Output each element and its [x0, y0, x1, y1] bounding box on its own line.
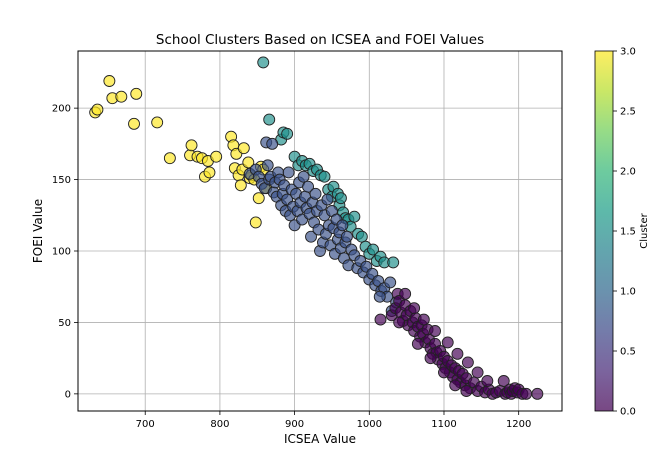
chart-title: School Clusters Based on ICSEA and FOEI …: [156, 32, 484, 48]
colorbar-tick-label: 2.0: [620, 167, 636, 178]
cluster-3-point: [210, 150, 223, 163]
cluster-2-point: [367, 243, 379, 256]
cluster-0-point: [451, 347, 464, 360]
colorbar-tick-label: 2.5: [620, 107, 636, 118]
cluster-0-point: [399, 287, 412, 300]
y-tick-label: 150: [52, 175, 71, 186]
x-tick-label: 800: [210, 419, 229, 430]
colorbar-tick-label: 1.5: [620, 227, 636, 238]
cluster-1-point: [261, 159, 274, 172]
cluster-2-point: [334, 192, 347, 205]
cluster-3-point: [128, 117, 140, 130]
cluster-0-point: [461, 356, 474, 369]
cluster-3-point: [115, 90, 128, 103]
x-tick-label: 900: [285, 419, 304, 430]
cluster-2-point: [281, 127, 294, 140]
cluster-2-point: [355, 230, 368, 243]
cluster-0-point: [393, 316, 406, 329]
cluster-2-point: [318, 170, 331, 183]
y-tick-label: 200: [52, 104, 71, 115]
cluster-1-point: [340, 230, 353, 243]
colorbar-tick-label: 0.0: [620, 407, 636, 418]
x-axis-ticks: 700 800 900 1000 1100 1200: [136, 411, 531, 430]
cluster-0-point: [441, 336, 454, 349]
cluster-1-point: [305, 230, 317, 243]
x-tick-label: 1100: [431, 419, 456, 430]
cluster-0-point: [460, 385, 473, 397]
cluster-3-point: [151, 116, 164, 129]
data-points: [89, 56, 544, 400]
cluster-3-point: [234, 179, 247, 192]
cluster-3-point: [203, 166, 216, 179]
colorbar-tick-label: 3.0: [620, 47, 636, 58]
cluster-2-point: [263, 113, 276, 126]
cluster-3-point: [249, 216, 262, 229]
cluster-1-point: [302, 180, 314, 193]
cluster-0-point: [471, 366, 484, 379]
cluster-0-point: [408, 302, 421, 315]
cluster-1-point: [373, 290, 386, 303]
cluster-3-point: [103, 75, 116, 87]
cluster-0-point: [411, 337, 424, 350]
cluster-3-point: [185, 139, 198, 152]
cluster-3-point: [163, 152, 176, 165]
cluster-1-point: [282, 166, 295, 179]
cluster-1-point: [336, 219, 349, 232]
cluster-0-point: [531, 387, 544, 400]
cluster-1-point: [297, 170, 310, 183]
colorbar-ticks: 0.0 0.5 1.0 1.5 2.0 2.5 3.0: [613, 47, 636, 418]
y-tick-label: 0: [65, 389, 71, 400]
colorbar: [594, 50, 614, 412]
colorbar-tick-label: 0.5: [620, 347, 636, 358]
cluster-2-point: [387, 256, 400, 269]
cluster-0-point: [424, 352, 437, 365]
cluster-0-point: [497, 375, 510, 387]
colorbar-label: Cluster: [639, 212, 650, 248]
cluster-3-point: [91, 103, 104, 116]
cluster-0-point: [374, 313, 387, 326]
x-tick-label: 700: [136, 419, 155, 430]
cluster-3-point: [130, 87, 143, 100]
cluster-3-point: [252, 192, 265, 205]
x-tick-label: 1200: [506, 419, 531, 430]
cluster-1-point: [309, 187, 322, 200]
y-tick-label: 50: [58, 318, 71, 329]
x-tick-label: 1000: [357, 419, 382, 430]
plot-frame: [77, 50, 563, 412]
y-axis-ticks: 0 50 100 150 200: [52, 104, 78, 400]
cluster-0-point: [429, 325, 441, 337]
y-tick-label: 100: [52, 247, 71, 258]
cluster-1-point: [266, 137, 279, 150]
cluster-0-point: [481, 375, 494, 387]
x-axis-label: ICSEA Value: [284, 432, 356, 446]
cluster-0-point: [449, 379, 462, 392]
cluster-2-point: [257, 56, 270, 69]
colorbar-tick-label: 1.0: [620, 287, 636, 298]
cluster-1-point: [321, 193, 334, 206]
cluster-0-point: [438, 366, 450, 379]
cluster-0-point: [520, 387, 533, 400]
cluster-0-point: [417, 313, 430, 326]
cluster-3-point: [237, 142, 250, 155]
cluster-2-point: [348, 210, 361, 223]
y-axis-label: FOEI Value: [31, 199, 45, 263]
cluster-3-point: [242, 156, 255, 169]
cluster-1-point: [384, 276, 397, 289]
